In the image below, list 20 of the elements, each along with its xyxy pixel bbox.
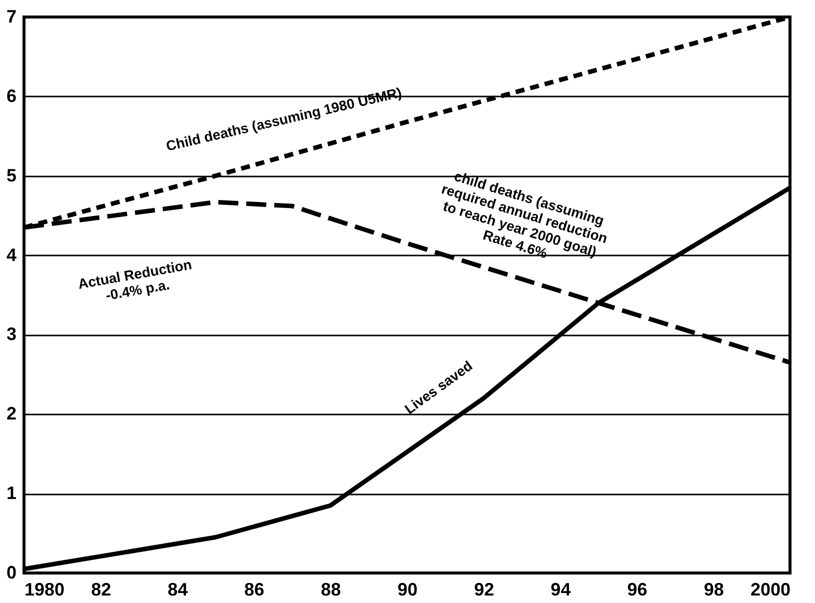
y-tick-label: 3 xyxy=(6,324,16,344)
x-tick-label: 92 xyxy=(474,580,494,600)
x-tick-label: 1980 xyxy=(24,580,65,600)
x-tick-label: 84 xyxy=(168,580,188,600)
y-tick-label: 0 xyxy=(6,562,16,582)
x-tick-label: 90 xyxy=(397,580,418,600)
y-tick-label: 1 xyxy=(6,483,16,504)
y-tick-label: 4 xyxy=(6,244,16,265)
y-tick-label: 7 xyxy=(6,6,16,26)
y-tick-label: 5 xyxy=(6,165,16,186)
y-tick-label: 2 xyxy=(6,404,16,424)
annotation: Actual Reduction -0.4% p.a. xyxy=(76,256,193,304)
x-tick-label: 82 xyxy=(91,580,112,600)
x-tick-label: 2000 xyxy=(750,580,790,600)
x-tick-label: 88 xyxy=(320,580,341,600)
x-tick-label: 96 xyxy=(627,580,648,600)
y-tick-label: 6 xyxy=(6,86,16,106)
x-tick-label: 98 xyxy=(704,580,724,600)
x-tick-label: 86 xyxy=(244,580,264,600)
x-tick-label: 94 xyxy=(550,580,571,600)
